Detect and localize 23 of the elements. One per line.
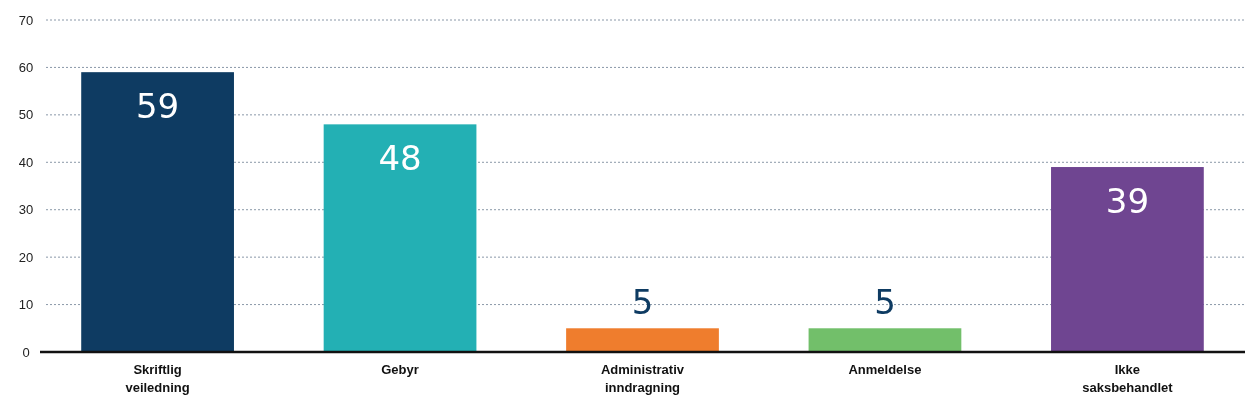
y-tick-label: 20 (18, 249, 34, 265)
y-tick-label: 0 (22, 344, 30, 360)
x-tick-label: Anmeldelse (848, 362, 922, 377)
y-tick-label: 10 (18, 297, 34, 313)
data-label: 48 (378, 138, 422, 179)
data-label: 5 (631, 282, 654, 323)
y-tick-label: 50 (18, 107, 34, 123)
y-tick-label: 30 (18, 202, 34, 218)
bar (808, 328, 962, 352)
bar (81, 72, 234, 352)
x-tick-label: Skriftlig veiledning (125, 362, 190, 395)
x-tick-label: Administrativ inndragning (600, 362, 685, 395)
x-tick-label: Ikke saksbehandlet (1082, 362, 1174, 395)
x-tick-label: Gebyr (381, 362, 419, 377)
bar (1051, 167, 1204, 352)
y-tick-label: 70 (18, 12, 34, 28)
bar (566, 328, 719, 352)
bar (323, 124, 477, 352)
y-tick-label: 60 (18, 59, 34, 75)
data-label: 59 (135, 86, 180, 127)
data-label: 5 (874, 282, 896, 323)
y-tick-label: 40 (18, 154, 34, 170)
data-label: 39 (1105, 181, 1150, 222)
